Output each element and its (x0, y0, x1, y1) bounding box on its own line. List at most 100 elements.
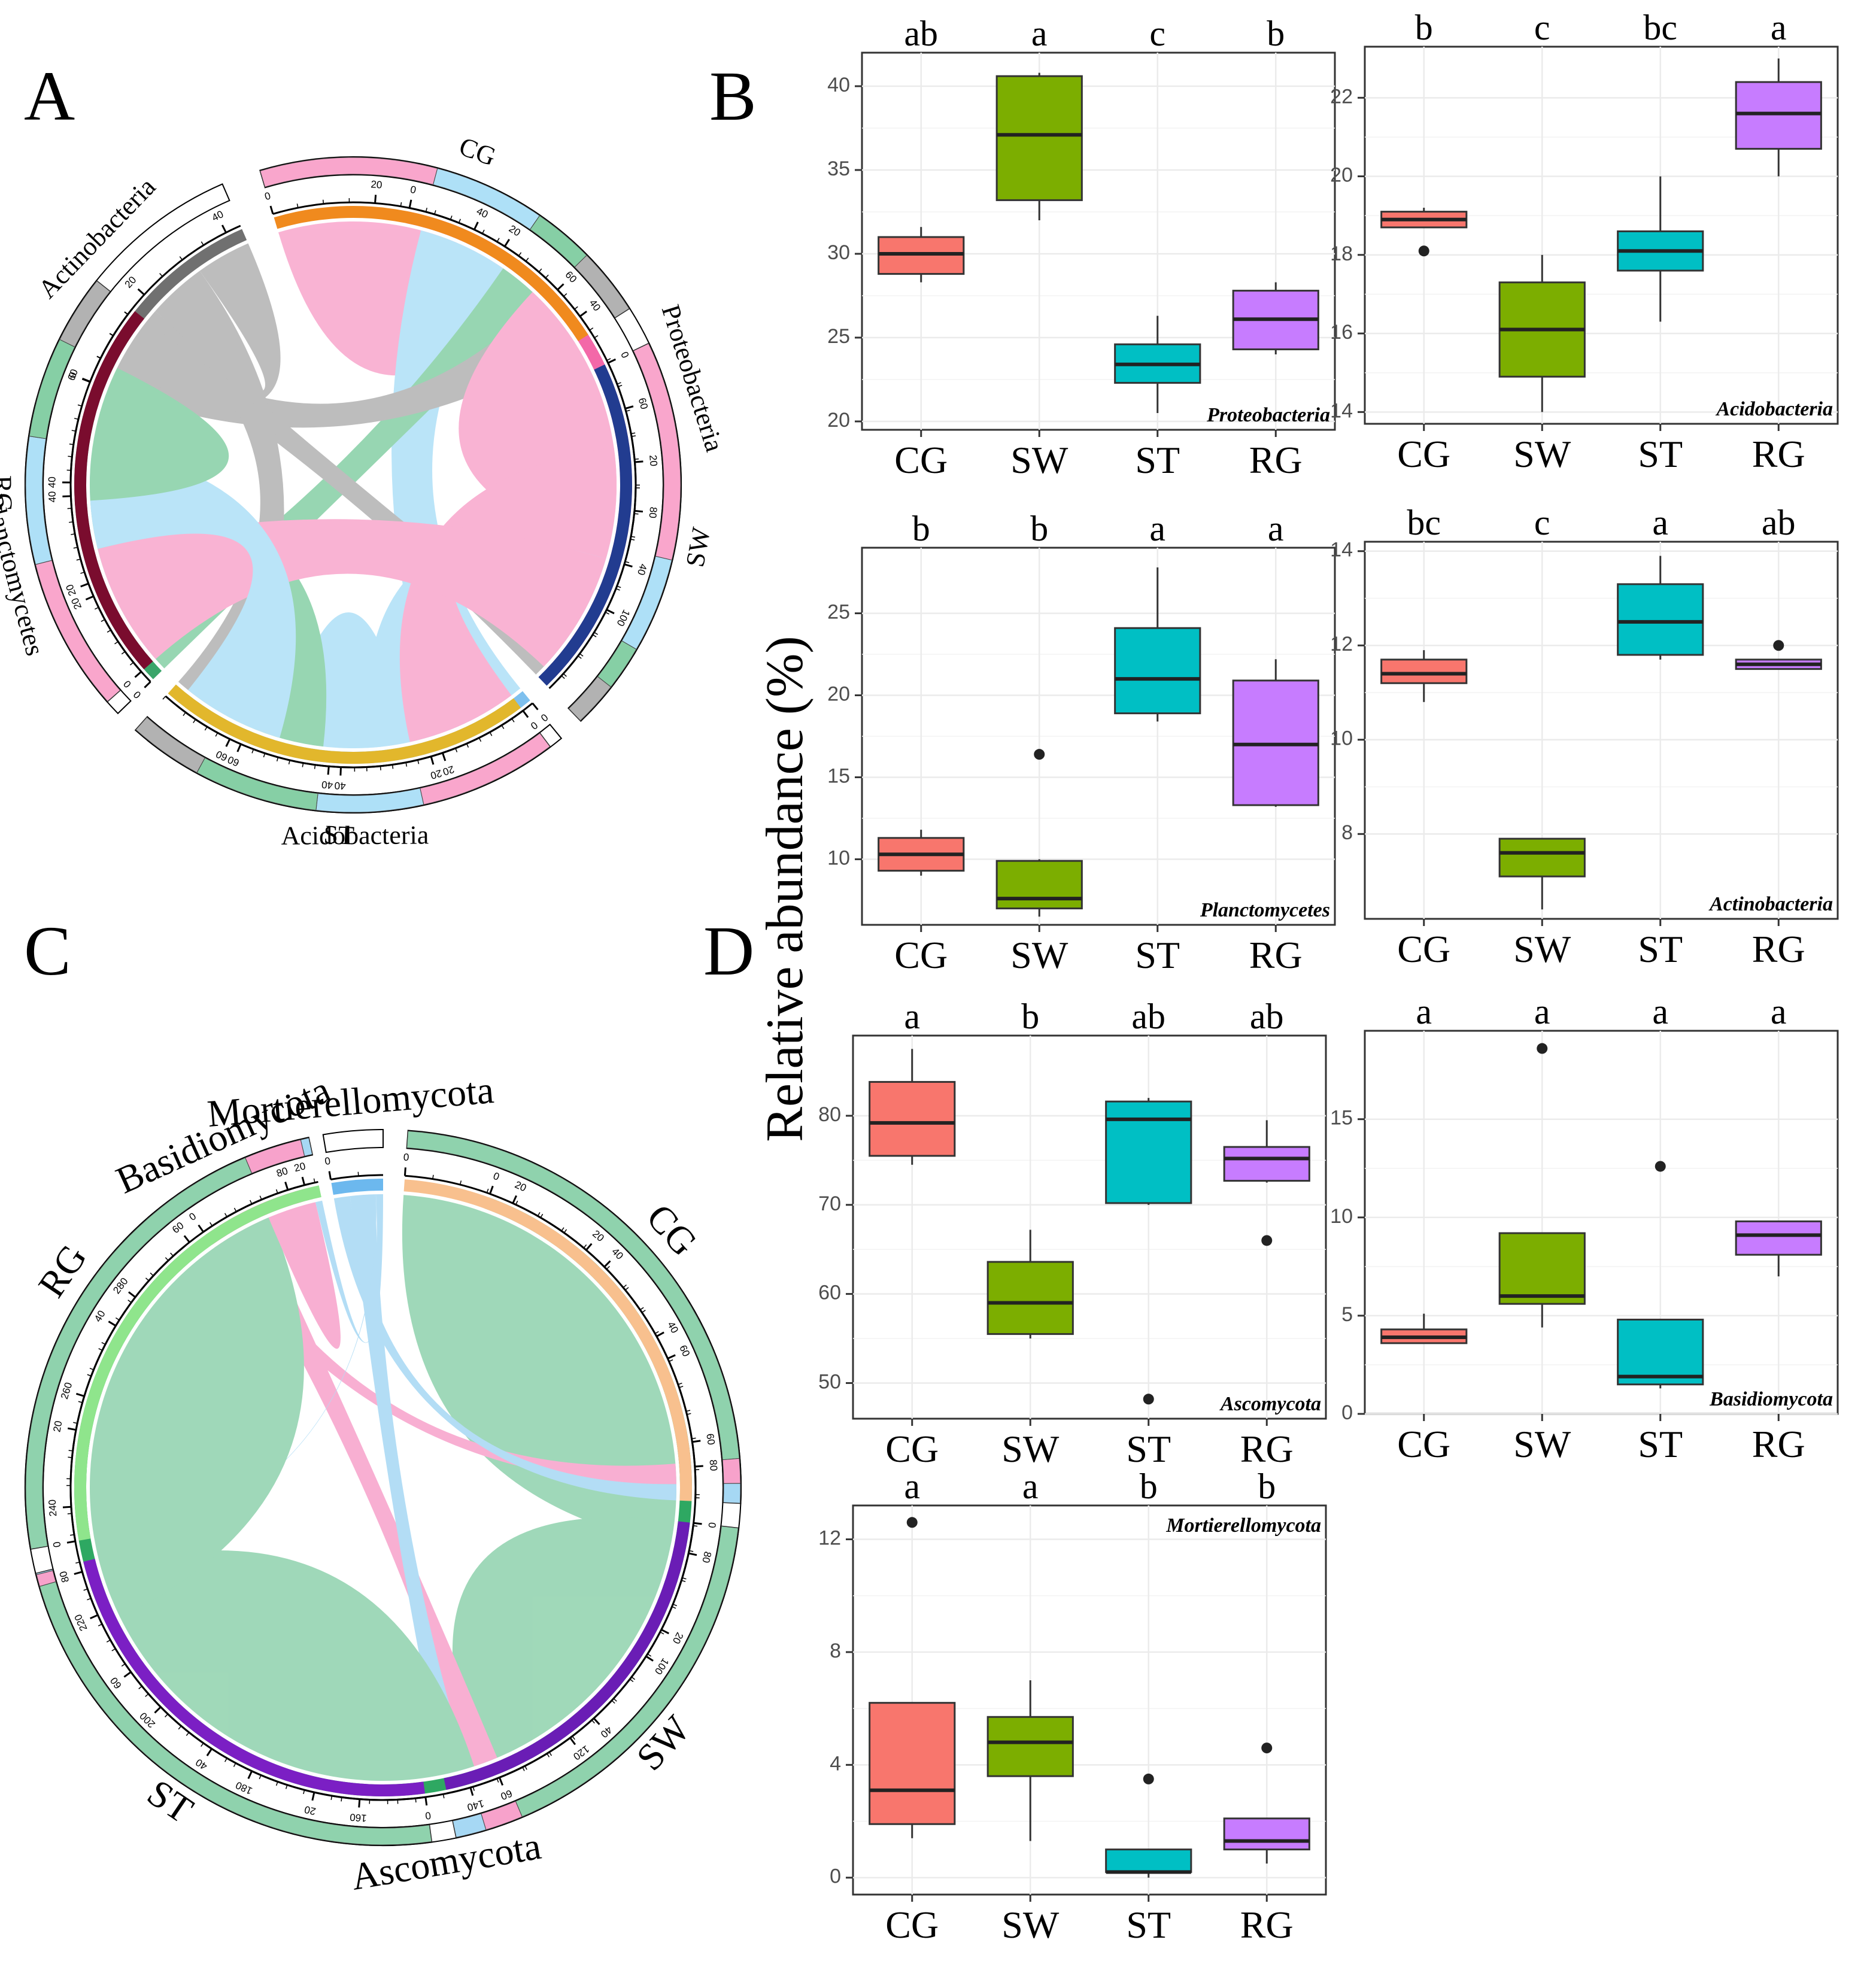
group-minor-tick-RG (145, 1277, 150, 1282)
outlier-CG (906, 1517, 918, 1528)
group-minor-tick-CG (512, 1199, 515, 1204)
group-track-SW (538, 364, 632, 686)
y-tick-label: 70 (818, 1192, 841, 1215)
group-minor-tick-CG (557, 286, 561, 290)
ribbon-RG-Basidiomycota (268, 1202, 341, 1349)
group-composition-RG-Actinobacteria (59, 280, 111, 348)
group-minor-tick-RG (124, 311, 129, 315)
significance-letter-ST: b (1140, 1467, 1158, 1506)
group-minor-tick-ST (259, 1775, 262, 1780)
group-minor-tick-CG (459, 1180, 462, 1185)
group-tick-label-RG: 0 (51, 1541, 63, 1549)
significance-letter-CG: ab (904, 14, 938, 53)
y-tick-label: 12 (1330, 633, 1353, 655)
significance-letter-RG: b (1258, 1467, 1276, 1506)
ribbon-RG-Mortierellomycota (315, 1194, 383, 1343)
outlier-CG (1418, 245, 1429, 257)
group-minor-tick-ST (501, 725, 505, 729)
group-minor-tick-SW (672, 1604, 678, 1607)
y-tick-label: 30 (827, 241, 850, 264)
group-minor-tick-CG (271, 210, 274, 214)
group-minor-tick-CG (496, 238, 500, 242)
y-tick-label: 15 (1330, 1107, 1353, 1130)
significance-letter-CG: a (1416, 992, 1432, 1031)
group-axis-SW (447, 1523, 695, 1795)
group-minor-tick-RG (78, 1401, 83, 1403)
outlier-ST (1143, 1394, 1154, 1405)
group-minor-tick-ST (312, 1792, 315, 1797)
ribbon-SW-Mortierellomycota (350, 1194, 468, 1775)
group-minor-tick-CG (667, 1356, 672, 1359)
group-minor-tick-RG (96, 356, 101, 359)
group-minor-tick-ST (233, 1762, 236, 1767)
group-minor-tick-ST (523, 710, 526, 715)
group-minor-tick-ST (162, 696, 166, 700)
group-minor-tick-RG (128, 1300, 132, 1303)
group-track-ST (83, 1559, 426, 1796)
group-minor-tick-ST (111, 1648, 116, 1652)
group-track-RG (74, 311, 153, 670)
y-tick-label: 12 (818, 1527, 841, 1550)
group-minor-tick-SW (682, 1577, 687, 1580)
x-tick-label-RG: RG (1249, 934, 1303, 976)
phylum-tick-label-Acidobacteria: 40 (334, 780, 346, 792)
phylum-tick-label-Ascomycota: 140 (466, 1798, 485, 1813)
phylum-tick-label-Proteobacteria: 20 (507, 223, 523, 238)
y-tick-label: 15 (827, 764, 850, 787)
group-minor-tick-CG (686, 1410, 691, 1412)
group-tick-label-RG: 40 (46, 476, 57, 488)
group-tick-label-SW: 0 (618, 350, 631, 360)
group-track-SW (444, 1521, 690, 1790)
ribbon-ST-Proteobacteria (399, 447, 617, 742)
box-ST (1105, 1848, 1192, 1873)
group-tick-label-SW: 20 (670, 1631, 686, 1646)
phylum-axis-Mortierellomycota (330, 1174, 384, 1180)
group-minor-tick-SW (615, 588, 620, 591)
group-minor-tick-CG (486, 1188, 489, 1193)
group-tick-label-CG: 40 (609, 1246, 626, 1262)
group-composition-RG-Proteobacteria (35, 560, 121, 702)
phylum-minor-tick-Ascomycota (442, 1794, 445, 1799)
panel-title: Proteobacteria (1206, 404, 1330, 426)
phylum-minor-tick-Ascomycota (75, 1561, 80, 1564)
phylum-tick-label-Ascomycota: 160 (350, 1811, 368, 1824)
group-minor-tick-CG (374, 199, 376, 204)
y-tick-label: 14 (1330, 399, 1353, 422)
group-minor-tick-SW (689, 1550, 694, 1552)
phylum-track-Mortierellomycota (331, 1179, 383, 1195)
panel-letter-a: A (24, 57, 75, 135)
x-tick-label-SW: SW (1513, 928, 1571, 970)
panel-title: Ascomycota (1219, 1393, 1321, 1415)
group-minor-tick-SW (647, 1653, 652, 1657)
group-tick-label-SW: 40 (635, 563, 649, 576)
group-composition-CG-Mortierellomycota (723, 1483, 741, 1504)
group-minor-tick-SW (618, 384, 623, 387)
y-tick-label: 22 (1330, 85, 1353, 108)
y-tick-label: 14 (1330, 539, 1353, 561)
group-composition-ST-Actinobacteria (135, 717, 205, 773)
x-tick-label-CG: CG (1397, 433, 1450, 475)
phylum-tick-label-Ascomycota: 20 (590, 1228, 606, 1244)
x-tick-label-SW: SW (1513, 433, 1571, 475)
group-label-RG: RG (0, 475, 18, 512)
group-minor-tick-SW (578, 655, 582, 659)
ribbon-SW-Ascomycota (452, 1517, 675, 1766)
group-tick-label-ST: 60 (214, 748, 229, 763)
box-SW (1498, 1232, 1586, 1305)
group-minor-tick-SW (524, 1765, 527, 1770)
group-minor-tick-CG (583, 1244, 587, 1249)
group-minor-tick-RG (313, 1178, 315, 1183)
x-tick-label-ST: ST (1638, 928, 1683, 970)
x-tick-label-SW: SW (1513, 1423, 1571, 1465)
group-minor-tick-CG (400, 202, 402, 207)
box-SW (1498, 837, 1586, 878)
box-CG (869, 1080, 956, 1157)
phylum-minor-tick-Proteobacteria (594, 335, 599, 338)
phylum-label-Mortierellomycota: Mortierellomycota (206, 1069, 496, 1135)
group-minor-tick-RG (71, 533, 75, 535)
group-minor-tick-ST (302, 763, 304, 767)
group-minor-tick-CG (561, 1227, 564, 1231)
significance-letter-RG: a (1771, 992, 1787, 1031)
group-tick-label-ST: 80 (57, 1570, 71, 1584)
y-tick-label: 4 (830, 1752, 841, 1775)
